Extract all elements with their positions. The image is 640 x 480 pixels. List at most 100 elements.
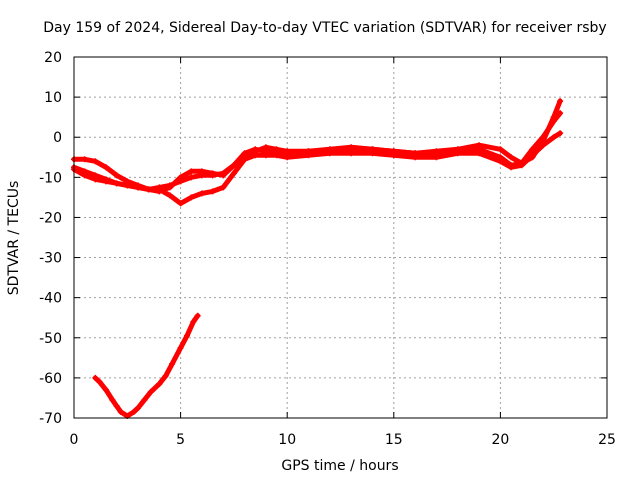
data-point xyxy=(412,154,419,161)
data-point xyxy=(529,152,536,159)
y-tick-label: -20 xyxy=(39,210,62,226)
data-point xyxy=(166,182,173,189)
data-point xyxy=(109,396,116,403)
data-point xyxy=(529,146,536,153)
data-point xyxy=(230,170,237,177)
y-tick-label: -10 xyxy=(39,170,62,186)
x-axis-label: GPS time / hours xyxy=(281,458,398,474)
data-point xyxy=(188,174,195,181)
data-point xyxy=(190,318,197,325)
y-axis-ticks: 20 10 0 -10 -20 -30 -40 -50 -60 -70 xyxy=(39,50,607,427)
grid-lines xyxy=(74,57,607,418)
data-point xyxy=(220,170,227,177)
x-tick-label: 20 xyxy=(491,432,509,448)
data-point xyxy=(162,372,169,379)
data-point xyxy=(198,190,205,197)
data-point xyxy=(273,146,280,153)
data-point xyxy=(113,172,120,179)
data-point xyxy=(124,182,131,189)
data-point xyxy=(220,184,227,191)
data-point xyxy=(348,144,355,151)
data-point xyxy=(96,378,103,385)
data-point xyxy=(284,154,291,161)
data-point xyxy=(134,404,141,411)
data-point xyxy=(117,408,124,415)
x-tick-label: 0 xyxy=(70,432,79,448)
data-point xyxy=(102,164,109,171)
data-point xyxy=(156,380,163,387)
data-point xyxy=(508,154,515,161)
data-point xyxy=(102,176,109,183)
data-point xyxy=(92,374,99,381)
data-point xyxy=(134,184,141,191)
data-point xyxy=(230,162,237,169)
data-point xyxy=(188,168,195,175)
x-tick-label: 15 xyxy=(385,432,403,448)
data-point xyxy=(81,156,88,163)
x-tick-label: 10 xyxy=(278,432,296,448)
data-point xyxy=(188,194,195,201)
data-point xyxy=(169,360,176,367)
data-point xyxy=(113,180,120,187)
y-tick-label: 10 xyxy=(44,90,62,106)
data-point xyxy=(497,158,504,165)
data-point xyxy=(557,98,564,105)
data-point xyxy=(156,186,163,193)
y-tick-label: -60 xyxy=(39,371,62,387)
data-point xyxy=(305,152,312,159)
data-point xyxy=(198,172,205,179)
data-point xyxy=(508,164,515,171)
data-point xyxy=(557,110,564,117)
data-point xyxy=(273,152,280,159)
data-point xyxy=(145,186,152,193)
x-tick-label: 5 xyxy=(176,432,185,448)
data-point xyxy=(92,172,99,179)
data-point xyxy=(209,188,216,195)
plot-frame xyxy=(73,56,608,419)
data-point xyxy=(550,134,557,141)
data-point xyxy=(241,156,248,163)
data-point xyxy=(540,142,547,149)
y-tick-label: 20 xyxy=(44,50,62,66)
series-line-track-3 xyxy=(71,130,563,206)
data-point xyxy=(433,148,440,155)
series-line-track-2 xyxy=(71,98,563,192)
data-point xyxy=(518,162,525,169)
data-point xyxy=(183,332,190,339)
y-tick-label: -50 xyxy=(39,331,62,347)
data-point xyxy=(252,152,259,159)
series-line-track-4 xyxy=(92,313,201,419)
data-point xyxy=(476,142,483,149)
data-point xyxy=(476,150,483,157)
data-point xyxy=(81,168,88,175)
data-point xyxy=(147,388,154,395)
data-point xyxy=(166,192,173,199)
data-point xyxy=(497,146,504,153)
data-point xyxy=(262,144,269,151)
data-point xyxy=(390,152,397,159)
y-tick-label: -30 xyxy=(39,251,62,267)
x-tick-label: 25 xyxy=(598,432,616,448)
y-axis-label: SDTVAR / TECUs xyxy=(6,181,22,296)
data-point xyxy=(141,396,148,403)
data-point xyxy=(177,344,184,351)
data-point xyxy=(130,408,137,415)
data-point xyxy=(262,152,269,159)
y-tick-label: -70 xyxy=(39,411,62,427)
x-axis-ticks: 0 5 10 15 20 25 xyxy=(70,57,616,448)
data-point xyxy=(348,150,355,157)
data-point xyxy=(177,178,184,185)
chart-title: Day 159 of 2024, Sidereal Day-to-day VTE… xyxy=(43,20,606,36)
data-point xyxy=(92,158,99,165)
data-point xyxy=(194,312,201,319)
data-point xyxy=(454,150,461,157)
data-point xyxy=(550,114,557,121)
data-point xyxy=(433,154,440,161)
data-point xyxy=(557,130,564,137)
data-point xyxy=(113,402,120,409)
data-point xyxy=(177,200,184,207)
data-point xyxy=(326,150,333,157)
data-point xyxy=(102,386,109,393)
data-series xyxy=(71,98,564,419)
